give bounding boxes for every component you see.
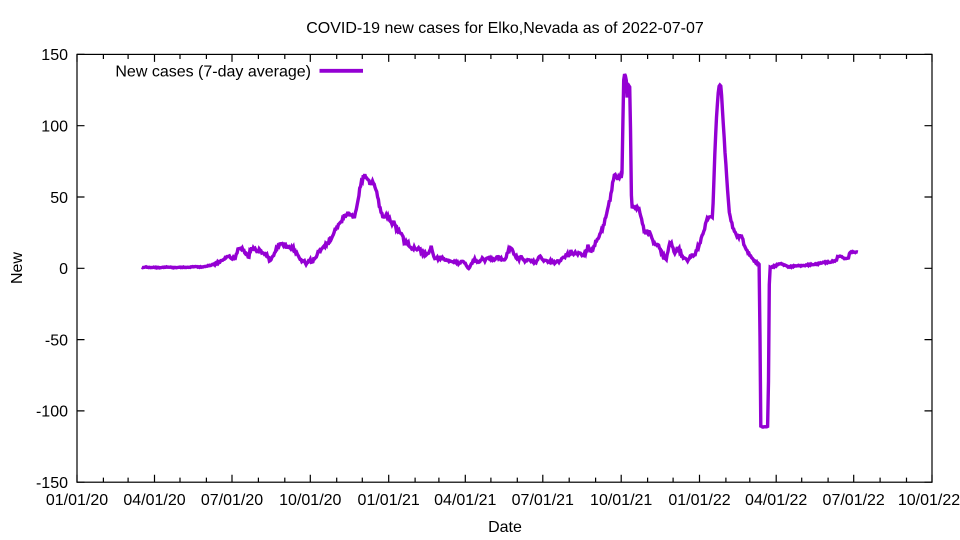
svg-text:New: New [9, 252, 26, 284]
svg-text:-50: -50 [45, 332, 68, 349]
svg-text:Date: Date [488, 519, 522, 536]
svg-text:50: 50 [50, 190, 68, 207]
svg-text:10/01/20: 10/01/20 [279, 492, 341, 509]
svg-text:-100: -100 [36, 404, 68, 421]
svg-text:01/01/22: 01/01/22 [668, 492, 730, 509]
svg-text:-150: -150 [36, 475, 68, 492]
svg-text:07/01/22: 07/01/22 [823, 492, 885, 509]
svg-text:10/01/21: 10/01/21 [590, 492, 652, 509]
svg-text:07/01/21: 07/01/21 [512, 492, 574, 509]
svg-text:01/01/21: 01/01/21 [358, 492, 420, 509]
svg-text:04/01/22: 04/01/22 [745, 492, 807, 509]
svg-text:07/01/20: 07/01/20 [201, 492, 263, 509]
svg-text:150: 150 [41, 47, 68, 64]
svg-text:COVID-19 new cases for Elko,Ne: COVID-19 new cases for Elko,Nevada as of… [306, 20, 704, 37]
svg-text:New cases (7-day average): New cases (7-day average) [115, 64, 311, 81]
svg-text:0: 0 [59, 261, 68, 278]
svg-text:01/01/20: 01/01/20 [46, 492, 108, 509]
svg-text:100: 100 [41, 119, 68, 136]
svg-text:10/01/22: 10/01/22 [898, 492, 960, 509]
svg-text:04/01/20: 04/01/20 [123, 492, 185, 509]
svg-text:04/01/21: 04/01/21 [434, 492, 496, 509]
